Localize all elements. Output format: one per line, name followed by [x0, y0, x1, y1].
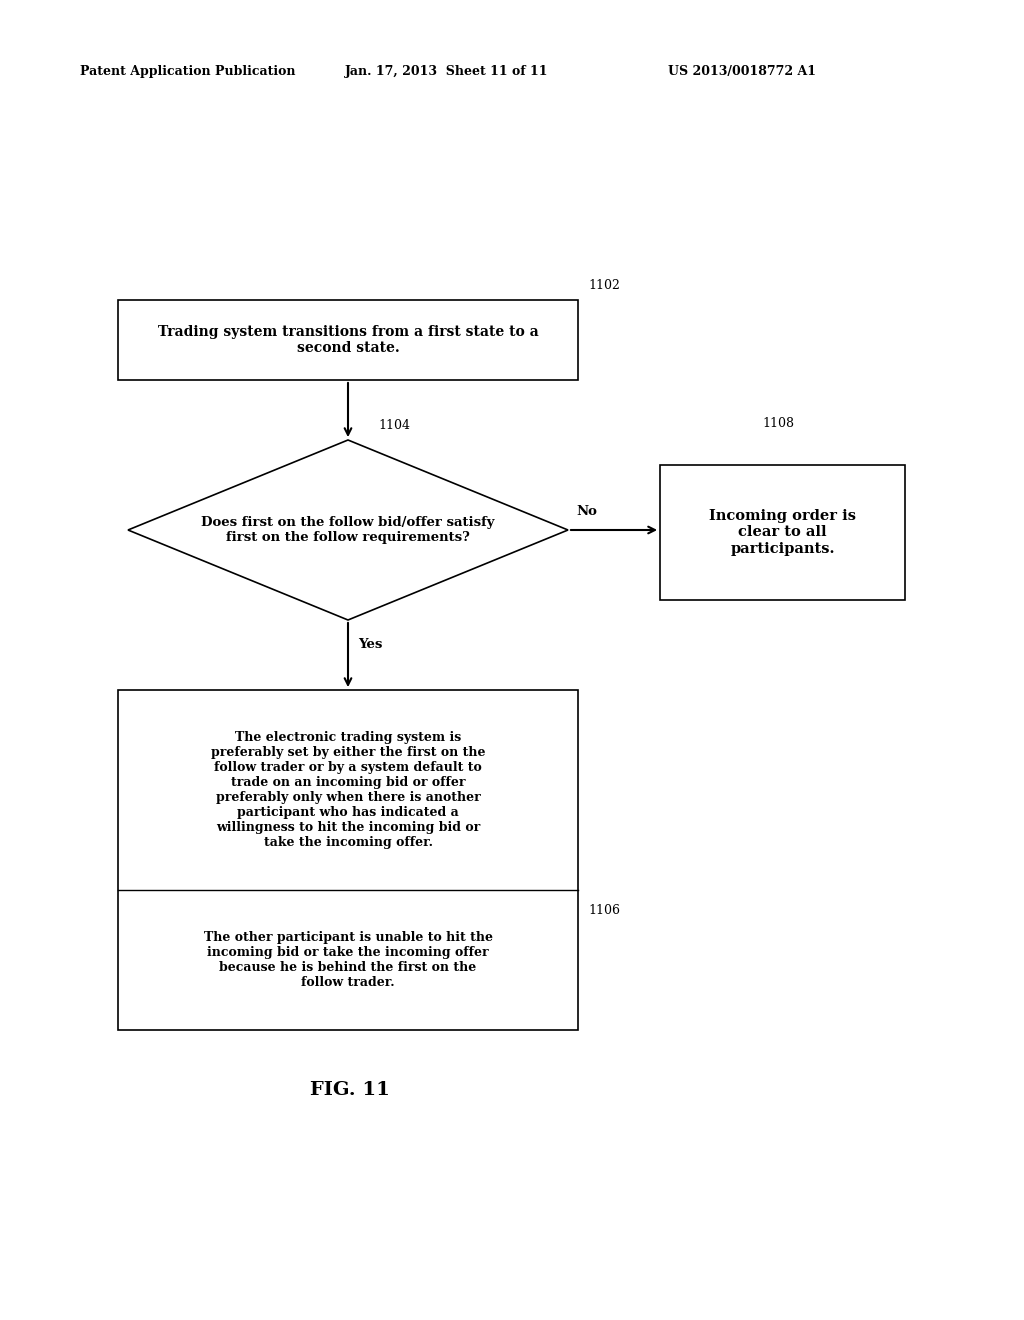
Text: 1108: 1108 [763, 417, 795, 430]
Text: The other participant is unable to hit the
incoming bid or take the incoming off: The other participant is unable to hit t… [204, 931, 493, 989]
Text: 1106: 1106 [588, 903, 620, 916]
Text: The electronic trading system is
preferably set by either the first on the
follo: The electronic trading system is prefera… [211, 731, 485, 849]
Text: FIG. 11: FIG. 11 [310, 1081, 390, 1100]
Text: Yes: Yes [358, 638, 382, 651]
Text: Trading system transitions from a first state to a
second state.: Trading system transitions from a first … [158, 325, 539, 355]
Text: US 2013/0018772 A1: US 2013/0018772 A1 [668, 66, 816, 78]
Text: Incoming order is
clear to all
participants.: Incoming order is clear to all participa… [709, 510, 856, 556]
Text: Patent Application Publication: Patent Application Publication [80, 66, 296, 78]
Text: 1102: 1102 [588, 279, 620, 292]
Bar [118, 300, 578, 380]
Text: Jan. 17, 2013  Sheet 11 of 11: Jan. 17, 2013 Sheet 11 of 11 [345, 66, 549, 78]
Text: 1104: 1104 [378, 418, 410, 432]
Text: No: No [575, 506, 597, 517]
Polygon shape [128, 440, 568, 620]
Bar [118, 690, 578, 1030]
Bar [660, 465, 905, 601]
Text: Does first on the follow bid/offer satisfy
first on the follow requirements?: Does first on the follow bid/offer satis… [202, 516, 495, 544]
